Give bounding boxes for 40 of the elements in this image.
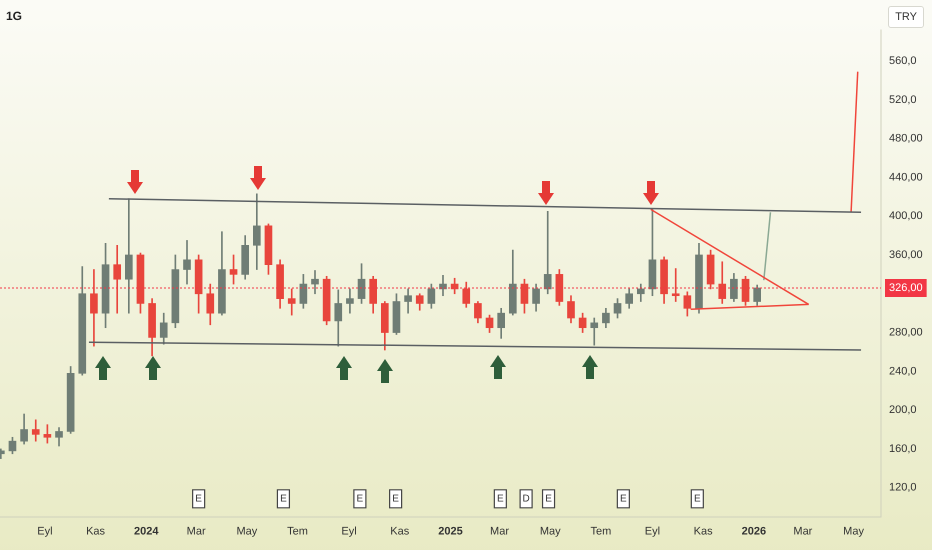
y-tick-label: 160,0 bbox=[889, 442, 917, 455]
x-tick-label: Eyl bbox=[644, 525, 660, 538]
x-tick-label: Tem bbox=[287, 525, 308, 538]
x-tick-label: 2024 bbox=[134, 525, 160, 538]
x-tick-label: Mar bbox=[793, 525, 813, 538]
y-tick-label: 360,00 bbox=[889, 249, 923, 262]
annotation: E bbox=[392, 494, 400, 505]
annotation: E bbox=[694, 494, 701, 505]
annotation: E bbox=[356, 494, 364, 505]
y-axis-title: TRY bbox=[888, 6, 924, 28]
x-tick-label: Tem bbox=[590, 525, 612, 538]
x-tick-label: Eyl bbox=[37, 525, 53, 538]
annotation: E bbox=[620, 494, 628, 505]
y-tick-label: 280,00 bbox=[889, 326, 923, 339]
x-tick-label: May bbox=[540, 525, 562, 538]
annotation: E bbox=[280, 494, 288, 505]
y-tick-label: 240,0 bbox=[889, 365, 917, 378]
x-tick-label: May bbox=[843, 525, 864, 538]
x-tick-label: Kas bbox=[86, 525, 106, 538]
x-tick-label: May bbox=[236, 525, 258, 538]
ref-line-label: 326,00 bbox=[889, 282, 923, 294]
y-tick-label: 520,0 bbox=[889, 94, 917, 106]
annotation: E bbox=[195, 494, 202, 505]
y-tick-label: 440,00 bbox=[889, 171, 923, 184]
x-tick-label: 2025 bbox=[438, 525, 463, 538]
chart-title: 1G bbox=[6, 9, 22, 23]
annotation: E bbox=[545, 494, 552, 505]
annotation: E bbox=[497, 494, 504, 505]
x-tick-label: Kas bbox=[390, 525, 410, 538]
y-tick-label: 120,0 bbox=[889, 482, 917, 494]
y-tick-label: 200,0 bbox=[889, 404, 917, 416]
x-tick-label: Mar bbox=[186, 525, 206, 538]
x-tick-label: 2026 bbox=[742, 525, 766, 538]
y-tick-label: 480,00 bbox=[889, 132, 923, 145]
y-tick-label: 400,00 bbox=[889, 210, 923, 222]
y-tick-label: 560,0 bbox=[889, 55, 917, 68]
x-tick-label: Kas bbox=[694, 525, 714, 538]
x-tick-label: Eyl bbox=[341, 525, 357, 538]
annotation: D bbox=[522, 494, 530, 505]
x-tick-label: Mar bbox=[490, 525, 510, 538]
